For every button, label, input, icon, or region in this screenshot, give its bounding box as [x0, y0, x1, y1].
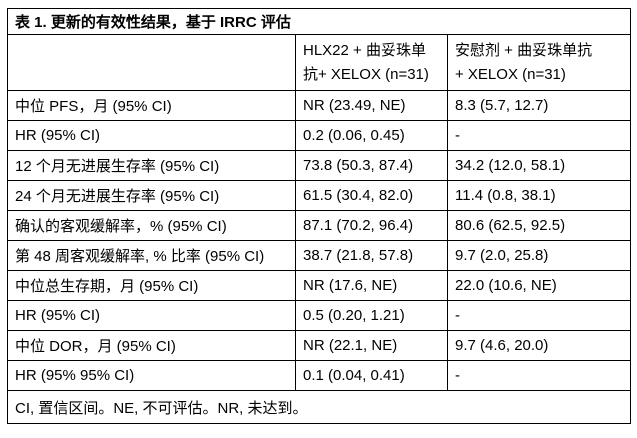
arm1-value: 0.1 (0.04, 0.41)	[295, 360, 448, 391]
arm1-value: NR (17.6, NE)	[295, 270, 448, 301]
arm1-value: 61.5 (30.4, 82.0)	[295, 180, 448, 211]
arm1-value: 0.5 (0.20, 1.21)	[295, 300, 448, 331]
table-row-dor-hr: HR (95% 95% CI) 0.1 (0.04, 0.41) -	[7, 360, 631, 391]
arm1-value: 87.1 (70.2, 96.4)	[295, 210, 448, 241]
arm2-value: 80.6 (62.5, 92.5)	[447, 210, 631, 241]
row-label: 中位 PFS，月 (95% CI)	[7, 90, 296, 121]
arm1-value: NR (23.49, NE)	[295, 90, 448, 121]
row-label: HR (95% 95% CI)	[7, 360, 296, 391]
arm1-value: NR (22.1, NE)	[295, 330, 448, 361]
table-row-median-pfs: 中位 PFS，月 (95% CI) NR (23.49, NE) 8.3 (5.…	[7, 90, 631, 121]
table-title-row: 表 1. 更新的有效性结果，基于 IRRC 评估	[7, 8, 631, 35]
column-header-arm1: HLX22 + 曲妥珠单 抗+ XELOX (n=31)	[295, 34, 448, 91]
row-label: HR (95% CI)	[7, 300, 296, 331]
row-label: 24 个月无进展生存率 (95% CI)	[7, 180, 296, 211]
column-header-arm2: 安慰剂 + 曲妥珠单抗 + XELOX (n=31)	[447, 34, 631, 91]
arm2-value: 34.2 (12.0, 58.1)	[447, 150, 631, 181]
table-title: 表 1. 更新的有效性结果，基于 IRRC 评估	[7, 8, 631, 35]
row-label: 中位总生存期，月 (95% CI)	[7, 270, 296, 301]
table-row-median-dor: 中位 DOR，月 (95% CI) NR (22.1, NE) 9.7 (4.6…	[7, 330, 631, 361]
row-label: 第 48 周客观缓解率, % 比率 (95% CI)	[7, 240, 296, 271]
row-label: HR (95% CI)	[7, 120, 296, 151]
table-row-24mo-pfs-rate: 24 个月无进展生存率 (95% CI) 61.5 (30.4, 82.0) 1…	[7, 180, 631, 211]
arm1-value: 73.8 (50.3, 87.4)	[295, 150, 448, 181]
column-header-empty	[7, 34, 296, 91]
table-row-confirmed-orr: 确认的客观缓解率，% (95% CI) 87.1 (70.2, 96.4) 80…	[7, 210, 631, 241]
row-label: 中位 DOR，月 (95% CI)	[7, 330, 296, 361]
arm2-value: -	[447, 300, 631, 331]
table-row-os-hr: HR (95% CI) 0.5 (0.20, 1.21) -	[7, 300, 631, 331]
table-row-12mo-pfs-rate: 12 个月无进展生存率 (95% CI) 73.8 (50.3, 87.4) 3…	[7, 150, 631, 181]
efficacy-results-table: 表 1. 更新的有效性结果，基于 IRRC 评估 HLX22 + 曲妥珠单 抗+…	[7, 8, 631, 424]
table-footnote: CI, 置信区间。NE, 不可评估。NR, 未达到。	[7, 390, 631, 424]
table-row-pfs-hr: HR (95% CI) 0.2 (0.06, 0.45) -	[7, 120, 631, 151]
table-row-week48-orr: 第 48 周客观缓解率, % 比率 (95% CI) 38.7 (21.8, 5…	[7, 240, 631, 271]
table-row-median-os: 中位总生存期，月 (95% CI) NR (17.6, NE) 22.0 (10…	[7, 270, 631, 301]
arm2-value: 9.7 (2.0, 25.8)	[447, 240, 631, 271]
arm2-value: 22.0 (10.6, NE)	[447, 270, 631, 301]
arm1-value: 38.7 (21.8, 57.8)	[295, 240, 448, 271]
arm2-value: 8.3 (5.7, 12.7)	[447, 90, 631, 121]
arm2-value: -	[447, 120, 631, 151]
row-label: 12 个月无进展生存率 (95% CI)	[7, 150, 296, 181]
table-footnote-row: CI, 置信区间。NE, 不可评估。NR, 未达到。	[7, 390, 631, 424]
arm2-value: -	[447, 360, 631, 391]
arm1-value: 0.2 (0.06, 0.45)	[295, 120, 448, 151]
row-label: 确认的客观缓解率，% (95% CI)	[7, 210, 296, 241]
arm2-value: 11.4 (0.8, 38.1)	[447, 180, 631, 211]
table-header-row: HLX22 + 曲妥珠单 抗+ XELOX (n=31) 安慰剂 + 曲妥珠单抗…	[7, 34, 631, 91]
arm2-value: 9.7 (4.6, 20.0)	[447, 330, 631, 361]
